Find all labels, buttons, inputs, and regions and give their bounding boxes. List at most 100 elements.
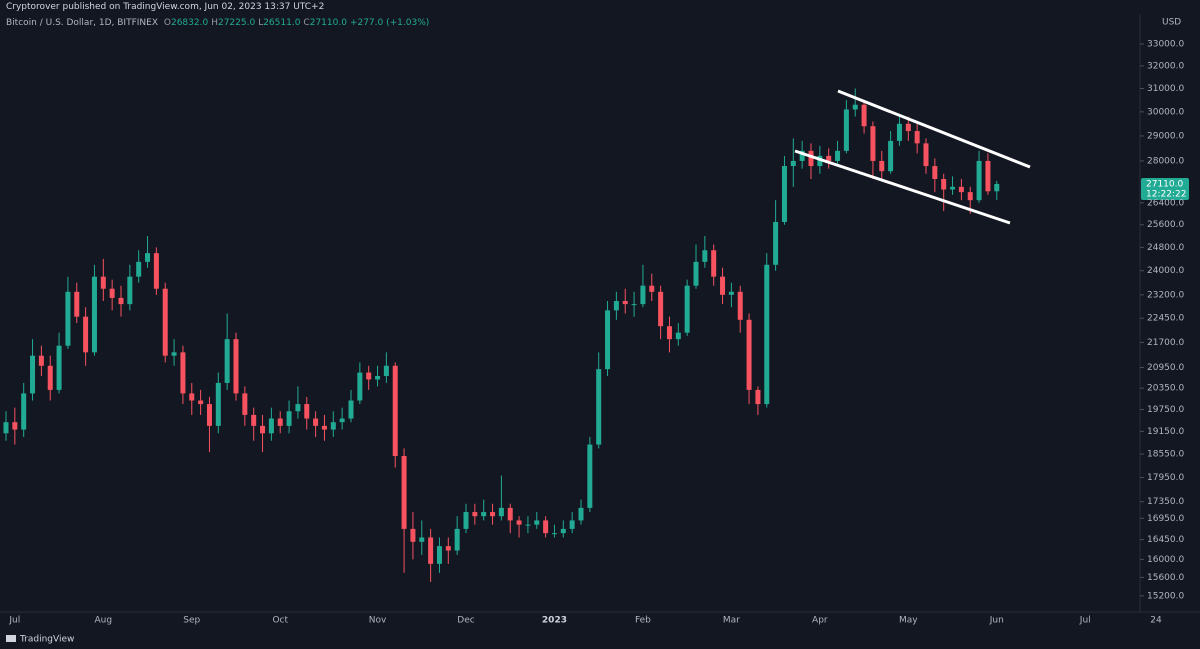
candle-body <box>861 104 867 127</box>
candle-body <box>206 404 212 426</box>
candle-body <box>569 520 575 529</box>
x-tick-label: Apr <box>812 616 828 626</box>
candle-body <box>419 537 425 542</box>
candle-body <box>198 400 204 405</box>
candle-body <box>720 276 726 295</box>
currency-label: USD <box>1162 18 1181 28</box>
candle-body <box>348 400 354 419</box>
y-tick-label: 17350.0 <box>1147 497 1184 507</box>
x-tick-label: Oct <box>272 616 288 626</box>
candle-body <box>410 528 416 542</box>
candle-body <box>12 422 18 430</box>
symbol-legend: Bitcoin / U.S. Dollar, 1D, BITFINEX O268… <box>6 18 432 28</box>
y-tick-label: 20950.0 <box>1147 363 1184 373</box>
y-tick-label: 28000.0 <box>1147 156 1184 166</box>
ohlc-key: O <box>163 18 171 28</box>
candle-body <box>127 276 133 305</box>
x-tick-label: Jun <box>989 616 1004 626</box>
y-tick-label: 30000.0 <box>1147 107 1184 117</box>
candle-body <box>711 250 717 277</box>
y-tick-label: 31000.0 <box>1147 84 1184 94</box>
candle-body <box>622 300 628 305</box>
x-tick-label: Mar <box>723 616 740 626</box>
candle-body <box>684 285 690 333</box>
ohlc-value: 26511.0 <box>263 18 301 28</box>
candle-body <box>366 372 372 380</box>
candle-body <box>136 261 142 277</box>
y-tick-label: 15600.0 <box>1147 573 1184 583</box>
candle-body <box>923 143 929 167</box>
candle-body <box>658 291 664 327</box>
ohlc-key: H <box>211 18 218 28</box>
brand-text: TradingView <box>19 635 74 645</box>
candle-body <box>251 414 257 426</box>
candle-body <box>666 326 672 340</box>
candle-body <box>215 382 221 426</box>
candle-body <box>463 512 469 529</box>
candle-body <box>383 365 389 377</box>
candle-body <box>330 422 336 430</box>
candle-body <box>560 528 566 534</box>
candle-body <box>445 546 451 551</box>
candle-body <box>277 418 283 426</box>
symbol-text: Bitcoin / U.S. Dollar, 1D, BITFINEX <box>6 18 158 28</box>
y-tick-label: 33000.0 <box>1147 39 1184 49</box>
candle-body <box>852 104 858 110</box>
candle-body <box>728 291 734 295</box>
candle-body <box>755 389 761 405</box>
candle-body <box>976 160 982 201</box>
candle-body <box>693 261 699 286</box>
candle-body <box>74 291 80 317</box>
candle-body <box>454 528 460 551</box>
candle-body <box>321 425 327 430</box>
candle-body <box>543 520 549 534</box>
candle-body <box>941 178 947 190</box>
y-tick-label: 21700.0 <box>1147 338 1184 348</box>
candle-body <box>507 507 513 521</box>
upper-trendline <box>837 89 1031 169</box>
ohlc-key: C <box>303 18 310 28</box>
brand-logo: TradingView <box>6 635 74 645</box>
candle-body <box>375 376 381 380</box>
y-tick-label: 16950.0 <box>1147 514 1184 524</box>
candle-body <box>47 365 53 390</box>
candle-body <box>958 186 964 193</box>
candle-body <box>100 276 106 289</box>
y-tick-label: 19150.0 <box>1147 427 1184 437</box>
x-tick-label: Feb <box>635 616 651 626</box>
candle-body <box>737 291 743 320</box>
candle-body <box>613 300 619 311</box>
candle-body <box>30 355 36 394</box>
candle-body <box>914 131 920 144</box>
candle-body <box>932 166 938 179</box>
x-tick-label: Nov <box>369 616 387 626</box>
candle-body <box>38 355 44 366</box>
candle-body <box>145 253 151 262</box>
candle-body <box>189 393 195 401</box>
x-tick-label: Jul <box>8 616 20 626</box>
published-line: Cryptorover published on TradingView.com… <box>6 2 327 12</box>
candle-body <box>472 512 478 517</box>
last-price-label: 27110.0 <box>1146 180 1183 190</box>
candles <box>3 88 1000 582</box>
y-tick-label: 24000.0 <box>1147 266 1184 276</box>
candle-body <box>870 126 876 161</box>
candle-body <box>3 422 9 434</box>
candle-body <box>313 418 319 426</box>
candle-body <box>428 537 434 564</box>
change-value: +277.0 (+1.03%) <box>349 18 430 28</box>
candle-body <box>596 369 602 445</box>
last-price-box <box>1141 178 1189 200</box>
logo-icon <box>6 635 16 642</box>
published-text: Cryptorover published on TradingView.com… <box>6 2 325 12</box>
candle-body <box>83 316 89 353</box>
y-tick-label: 24800.0 <box>1147 243 1184 253</box>
candle-body <box>631 304 637 306</box>
candle-body <box>790 160 796 167</box>
candle-body <box>56 345 62 390</box>
candle-body <box>153 253 159 289</box>
x-tick-label: Sep <box>183 616 200 626</box>
candle-body <box>268 418 274 434</box>
